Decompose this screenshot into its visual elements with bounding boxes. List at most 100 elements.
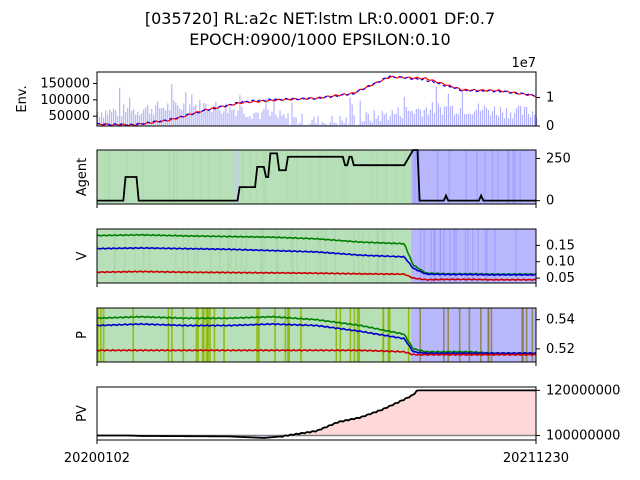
volume-bar (453, 114, 456, 126)
title-line-1: [035720] RL:a2c NET:lstm LR:0.0001 DF:0.… (144, 9, 496, 28)
volume-bar (491, 111, 494, 126)
agent-y2tick-label: 250 (546, 151, 571, 166)
value-bg-stripe (290, 229, 292, 283)
env-series-line (96, 75, 537, 127)
env-ylabel: Env. (15, 85, 30, 112)
volume-bar (277, 117, 279, 126)
volume-bar (143, 109, 145, 126)
volume-bar (405, 106, 407, 126)
agent-bg-stripe (142, 150, 144, 204)
agent-bg-stripe (249, 150, 252, 204)
volume-bar (197, 111, 199, 126)
value-bg-stripe (484, 229, 487, 283)
volume-bar (255, 112, 257, 126)
volume-bar (271, 111, 273, 126)
policy-bg-stripe (447, 308, 450, 362)
value-bg-stripe (494, 229, 496, 283)
volume-bar (421, 116, 423, 126)
volume-bar (289, 124, 291, 126)
agent-bg-stripe (326, 150, 329, 204)
value-bg-stripe (449, 229, 451, 283)
policy-bg-stripe (213, 308, 216, 362)
volume-bar (295, 117, 297, 126)
policy-bg-stripe (407, 308, 410, 362)
value-bg-stripe (304, 229, 307, 283)
volume-bar (536, 118, 538, 126)
agent-series-line (97, 149, 536, 202)
volume-bar (265, 98, 267, 126)
policy-bg-stripe (356, 308, 359, 362)
volume-bar (129, 97, 131, 126)
volume-bar (201, 112, 203, 126)
value-y2tick-label: 0.10 (546, 255, 575, 270)
volume-bar (169, 109, 171, 126)
volume-bar (119, 87, 121, 126)
value-bg-stripe (260, 229, 262, 283)
policy-bg-stripe (182, 308, 185, 362)
volume-bar (301, 113, 303, 126)
volume-bar (399, 115, 401, 126)
volume-bar (231, 109, 233, 126)
agent-bg-stripe (241, 150, 244, 204)
agent-bg-stripe (497, 150, 499, 204)
volume-bar (391, 110, 393, 126)
volume-bar (209, 110, 211, 126)
agent-bg-stripe (436, 150, 439, 204)
agent-bg-stripe (403, 150, 406, 204)
volume-bar (513, 112, 516, 126)
pv-xtick-label: 20211230 (503, 451, 569, 466)
env-ytick-label: 150000 (40, 76, 90, 91)
policy-bg-stripe (100, 308, 102, 362)
volume-bar (455, 113, 458, 126)
volume-bars (97, 84, 538, 126)
volume-bar (467, 113, 470, 126)
value-bg-stripe (455, 229, 457, 283)
volume-bar (233, 109, 235, 126)
policy-bg-stripe (419, 308, 422, 362)
volume-bar (115, 110, 117, 126)
volume-bar (441, 114, 443, 126)
volume-bar (227, 112, 229, 126)
volume-bar (479, 111, 482, 126)
value-bg-stripe (197, 229, 199, 283)
volume-bar (199, 100, 201, 126)
volume-bar (485, 108, 488, 126)
volume-bar (225, 103, 227, 126)
policy-bg-stripe (223, 308, 225, 362)
volume-bar (335, 122, 337, 126)
volume-bar (243, 113, 245, 126)
value-bg-stripe (277, 229, 279, 283)
volume-bar (509, 112, 512, 126)
policy-series-line (96, 348, 537, 357)
volume-bar (299, 122, 301, 126)
volume-bar (329, 122, 331, 126)
agent-bg-stripe (200, 150, 202, 204)
agent-bg-stripe (344, 150, 347, 204)
volume-bar (217, 106, 219, 126)
agent-bg-stripe (491, 150, 494, 204)
volume-bar (359, 100, 361, 126)
volume-bar (311, 119, 313, 126)
volume-bar (527, 113, 530, 126)
value-bg-stripe (430, 229, 432, 283)
env-y2tick-label: 1 (546, 91, 554, 106)
value-bg-stripe (230, 229, 232, 283)
policy-bg-stripe (201, 308, 204, 362)
volume-bar (235, 116, 237, 126)
value-y2tick-label: 0.15 (546, 238, 575, 253)
value-bg-stripe (194, 229, 196, 283)
policy-bg-stripe (349, 308, 352, 362)
volume-bar (447, 93, 449, 126)
value-bg-stripe (114, 229, 116, 283)
volume-bar (389, 115, 391, 126)
agent-bg-stripe (219, 150, 221, 204)
agent-bg-stripe (236, 150, 238, 204)
volume-bar (525, 107, 528, 126)
volume-bar (213, 106, 215, 126)
volume-bar (139, 115, 141, 126)
policy-y2tick-label: 0.52 (546, 342, 575, 357)
agent-axes-frame (96, 149, 537, 205)
agent-bg-stripe (395, 150, 397, 204)
policy-bg-stripe (490, 308, 493, 362)
